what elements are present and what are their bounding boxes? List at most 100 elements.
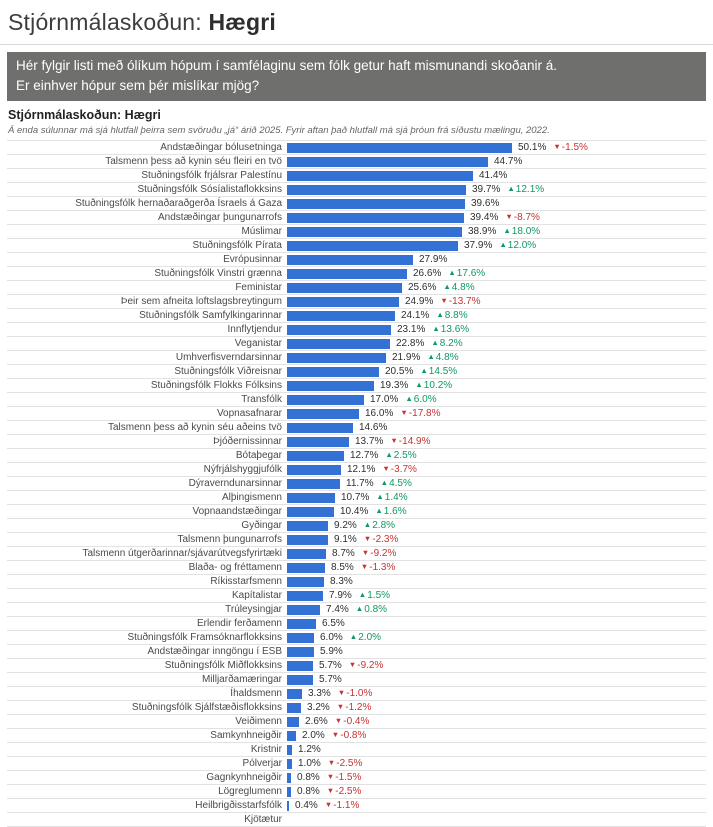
bar	[287, 394, 364, 405]
bar-area: 11.7% ▲4.5%	[287, 477, 706, 490]
value-label: 3.2%	[307, 701, 330, 713]
question-line-2: Er einhver hópur sem þér mislíkar mjög?	[16, 78, 260, 93]
change-arrow-icon: ▼	[324, 800, 333, 809]
change-value: -1.3%	[369, 561, 396, 573]
change-arrow-icon: ▲	[507, 184, 515, 193]
chart-row: Veiðimenn 2.6% ▼-0.4%	[7, 715, 706, 729]
category-label: Múslimar	[241, 226, 282, 237]
change-label: ▲4.8%	[427, 352, 458, 364]
change-arrow-icon: ▲	[420, 366, 428, 375]
value-label: 11.7%	[346, 477, 374, 489]
bar	[287, 366, 379, 377]
chart-row: Talsmenn útgerðarinnar/sjávarútvegsfyrir…	[7, 547, 706, 561]
bar	[287, 338, 390, 349]
change-label: ▼-14.9%	[390, 436, 430, 448]
value-label: 20.5%	[385, 365, 414, 377]
bar	[287, 590, 323, 601]
chart-row: Kristnir 1.2%	[7, 743, 706, 757]
change-label: ▼-8.7%	[505, 212, 540, 224]
chart-row: Talsmenn þungunarrofs 9.1% ▼-2.3%	[7, 533, 706, 547]
change-value: -8.7%	[513, 211, 540, 223]
change-value: -1.0%	[346, 687, 373, 699]
value-label: 8.7%	[332, 547, 355, 559]
bar	[287, 674, 313, 685]
chart-row: Gyðingar 9.2% ▲2.8%	[7, 519, 706, 533]
bar	[287, 604, 320, 615]
chart-row: Gagnkynhneigðir 0.8% ▼-1.5%	[7, 771, 706, 785]
category-label: Dýraverndunarsinnar	[188, 478, 282, 489]
bar-area: 19.3% ▲10.2%	[287, 379, 706, 392]
change-label: ▲4.8%	[443, 282, 474, 294]
category-label: Þjóðernissinnar	[213, 436, 282, 447]
change-label: ▲18.0%	[503, 226, 540, 238]
change-label: ▼-13.7%	[440, 296, 480, 308]
chart-row: Þeir sem afneita loftslagsbreytingum 24.…	[7, 295, 706, 309]
category-label: Kristnir	[250, 744, 282, 755]
chart-row: Evrópusinnar 27.9%	[7, 253, 706, 267]
bar	[287, 548, 326, 559]
change-value: 4.5%	[389, 477, 412, 489]
chart-row: Innflytjendur 23.1% ▲13.6%	[7, 323, 706, 337]
category-label: Lögreglumenn	[218, 786, 282, 797]
change-arrow-icon: ▼	[360, 562, 369, 571]
title-divider	[0, 44, 713, 45]
value-label: 1.2%	[298, 743, 321, 755]
category-label: Gyðingar	[241, 520, 282, 531]
chart-row: Samkynhneigðir 2.0% ▼-0.8%	[7, 729, 706, 743]
bar	[287, 156, 488, 167]
bar-area: 41.4%	[287, 169, 706, 182]
bar-area: 10.4% ▲1.6%	[287, 505, 706, 518]
value-label: 24.9%	[405, 295, 434, 307]
change-value: -1.1%	[333, 799, 360, 811]
change-value: -1.5%	[335, 771, 362, 783]
value-label: 19.3%	[380, 379, 409, 391]
bar-area: 22.8% ▲8.2%	[287, 337, 706, 350]
value-label: 9.2%	[334, 519, 357, 531]
change-arrow-icon: ▲	[358, 590, 367, 599]
bar-area: 20.5% ▲14.5%	[287, 365, 706, 378]
change-value: 14.5%	[428, 365, 458, 377]
category-label: Samkynhneigðir	[210, 730, 282, 741]
change-label: ▲2.0%	[350, 632, 381, 644]
bar	[287, 800, 289, 811]
bar	[287, 450, 344, 461]
category-label: Pólverjar	[242, 758, 282, 769]
change-label: ▲14.5%	[420, 366, 457, 378]
change-arrow-icon: ▲	[376, 492, 384, 501]
change-arrow-icon: ▼	[440, 296, 448, 305]
category-label: Stuðningsfólk Vinstri grænna	[154, 268, 282, 279]
category-label: Bótaþegar	[235, 450, 282, 461]
bar	[287, 212, 464, 223]
value-label: 7.9%	[329, 589, 352, 601]
bar-area: 0.8% ▼-1.5%	[287, 771, 706, 784]
change-label: ▼-0.8%	[332, 730, 367, 742]
value-label: 25.6%	[408, 281, 437, 293]
chart-row: Þjóðernissinnar 13.7% ▼-14.9%	[7, 435, 706, 449]
change-value: -14.9%	[398, 435, 431, 447]
change-arrow-icon: ▲	[436, 310, 444, 319]
change-value: -1.2%	[345, 701, 372, 713]
chart-row: Stuðningsfólk Viðreisnar 20.5% ▲14.5%	[7, 365, 706, 379]
bar	[287, 618, 316, 629]
category-label: Transfólk	[241, 394, 282, 405]
change-arrow-icon: ▲	[499, 240, 507, 249]
change-value: -9.2%	[357, 659, 384, 671]
change-arrow-icon: ▲	[405, 394, 413, 403]
chart-row: Kapítalistar 7.9% ▲1.5%	[7, 589, 706, 603]
bar-area: 1.2%	[287, 743, 706, 756]
category-label: Kjötætur	[244, 814, 282, 825]
change-value: 6.0%	[413, 393, 437, 405]
value-label: 38.9%	[468, 225, 497, 237]
bar	[287, 786, 291, 797]
change-label: ▲12.1%	[507, 184, 544, 196]
bar	[287, 198, 465, 209]
category-label: Ríkisstarfsmenn	[210, 576, 282, 587]
bar	[287, 646, 314, 657]
bar	[287, 310, 395, 321]
bar	[287, 520, 328, 531]
chart-row: Stuðningsfólk Sjálfstæðisflokksins 3.2% …	[7, 701, 706, 715]
chart-row: Stuðningsfólk Sósíalistaflokksins 39.7% …	[7, 183, 706, 197]
change-arrow-icon: ▲	[355, 604, 364, 613]
bar	[287, 716, 299, 727]
category-label: Talsmenn þess að kynin séu aðeins tvö	[108, 422, 282, 433]
